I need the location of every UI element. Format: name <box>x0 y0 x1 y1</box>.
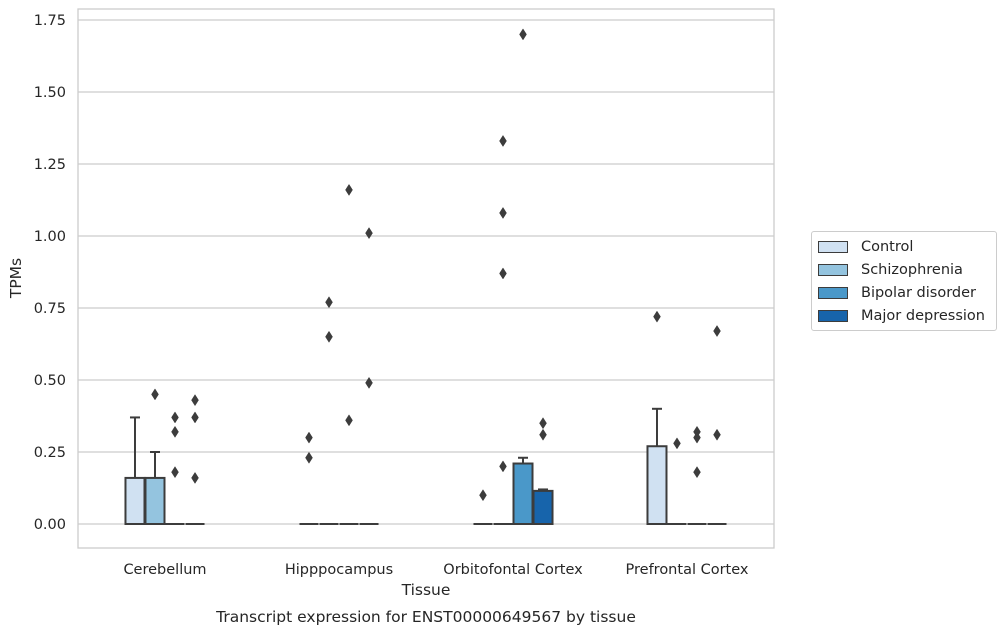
box-schizophrenia-hipppocampus <box>319 296 339 525</box>
outlier-point <box>171 425 179 438</box>
outlier-point <box>325 296 333 309</box>
legend-item-control: Control <box>812 235 996 258</box>
outlier-point <box>499 134 507 147</box>
box-body <box>124 476 146 526</box>
box-major-depression-orbitofontal-cortex <box>532 417 554 526</box>
box-schizophrenia-orbitofontal-cortex <box>493 134 513 525</box>
box-control-orbitofontal-cortex <box>473 489 493 525</box>
box-body <box>532 489 554 526</box>
outlier-point <box>693 466 701 479</box>
box-bipolar-disorder-orbitofontal-cortex <box>512 28 534 525</box>
box-bipolar-disorder-hipppocampus <box>339 183 359 525</box>
legend-label-schizophrenia: Schizophrenia <box>861 261 963 278</box>
x-tick-label-cerebellum: Cerebellum <box>123 562 206 578</box>
legend-swatch-bipolar-disorder <box>818 286 848 299</box>
box-control-prefrontal-cortex <box>646 310 668 525</box>
outlier-point <box>499 460 507 473</box>
legend-label-bipolar-disorder: Bipolar disorder <box>861 284 976 301</box>
legend-item-bipolar-disorder: Bipolar disorder <box>812 281 996 304</box>
y-tick-label: 0.00 <box>34 517 66 533</box>
y-tick-label: 1.00 <box>34 229 66 245</box>
box-control-cerebellum <box>124 416 146 526</box>
outlier-point <box>653 310 661 323</box>
x-tick-label-prefrontal-cortex: Prefrontal Cortex <box>626 562 749 578</box>
y-tick-label: 1.75 <box>34 13 66 29</box>
outlier-point <box>713 325 721 338</box>
legend: Control Schizophrenia Bipolar disorder M… <box>811 231 997 331</box>
outlier-point <box>365 227 373 240</box>
box-schizophrenia-prefrontal-cortex <box>667 437 687 525</box>
box-major-depression-cerebellum <box>185 394 205 525</box>
grid-lines <box>78 19 774 525</box>
outlier-point <box>345 414 353 427</box>
outlier-point <box>305 451 313 464</box>
legend-swatch-control <box>818 240 848 253</box>
y-axis-label: TPMs <box>7 258 25 299</box>
box-bipolar-disorder-cerebellum <box>165 411 185 525</box>
y-tick-label: 0.50 <box>34 373 66 389</box>
outlier-point <box>539 428 547 441</box>
box-major-depression-prefrontal-cortex <box>707 325 727 525</box>
x-axis-label: Tissue <box>401 581 451 599</box>
plot-marks <box>124 28 727 526</box>
outlier-point <box>519 28 527 41</box>
box-major-depression-hipppocampus <box>359 227 379 525</box>
x-tick-label-orbitofontal-cortex: Orbitofontal Cortex <box>443 562 583 578</box>
outlier-point <box>325 330 333 343</box>
outlier-point <box>673 437 681 450</box>
outlier-point <box>499 206 507 219</box>
outlier-point <box>191 394 199 407</box>
x-tick-label-hipppocampus: Hipppocampus <box>285 562 393 578</box>
legend-label-major-depression: Major depression <box>861 307 985 324</box>
outlier-point <box>345 183 353 196</box>
y-tick-label: 1.25 <box>34 157 66 173</box>
box-body <box>512 462 534 525</box>
outlier-point <box>171 466 179 479</box>
outlier-point <box>191 471 199 484</box>
outlier-point <box>479 489 487 502</box>
box-schizophrenia-cerebellum <box>144 388 166 526</box>
outlier-point <box>365 376 373 389</box>
outlier-point <box>191 411 199 424</box>
chart-caption: Transcript expression for ENST0000064956… <box>215 608 636 626</box>
outlier-point <box>151 388 159 401</box>
outlier-point <box>171 411 179 424</box>
outlier-point <box>713 428 721 441</box>
legend-swatch-major-depression <box>818 309 848 322</box>
legend-item-major-depression: Major depression <box>812 304 996 327</box>
legend-swatch-schizophrenia <box>818 263 848 276</box>
legend-label-control: Control <box>861 238 914 255</box>
y-tick-labels: 0.00 0.25 0.50 0.75 1.00 1.25 1.50 1.75 <box>34 13 66 533</box>
outlier-point <box>693 431 701 444</box>
outlier-point <box>305 431 313 444</box>
legend-item-schizophrenia: Schizophrenia <box>812 258 996 281</box>
y-tick-label: 0.75 <box>34 301 66 317</box>
box-bipolar-disorder-prefrontal-cortex <box>687 425 707 525</box>
plot-frame <box>77 8 775 549</box>
box-body <box>144 476 166 526</box>
y-tick-label: 1.50 <box>34 85 66 101</box>
outlier-point <box>499 267 507 280</box>
outlier-point <box>539 417 547 430</box>
box-body <box>646 445 668 525</box>
box-control-hipppocampus <box>299 431 319 525</box>
x-tick-labels: Cerebellum Hipppocampus Orbitofontal Corte… <box>123 562 748 578</box>
y-tick-label: 0.25 <box>34 445 66 461</box>
